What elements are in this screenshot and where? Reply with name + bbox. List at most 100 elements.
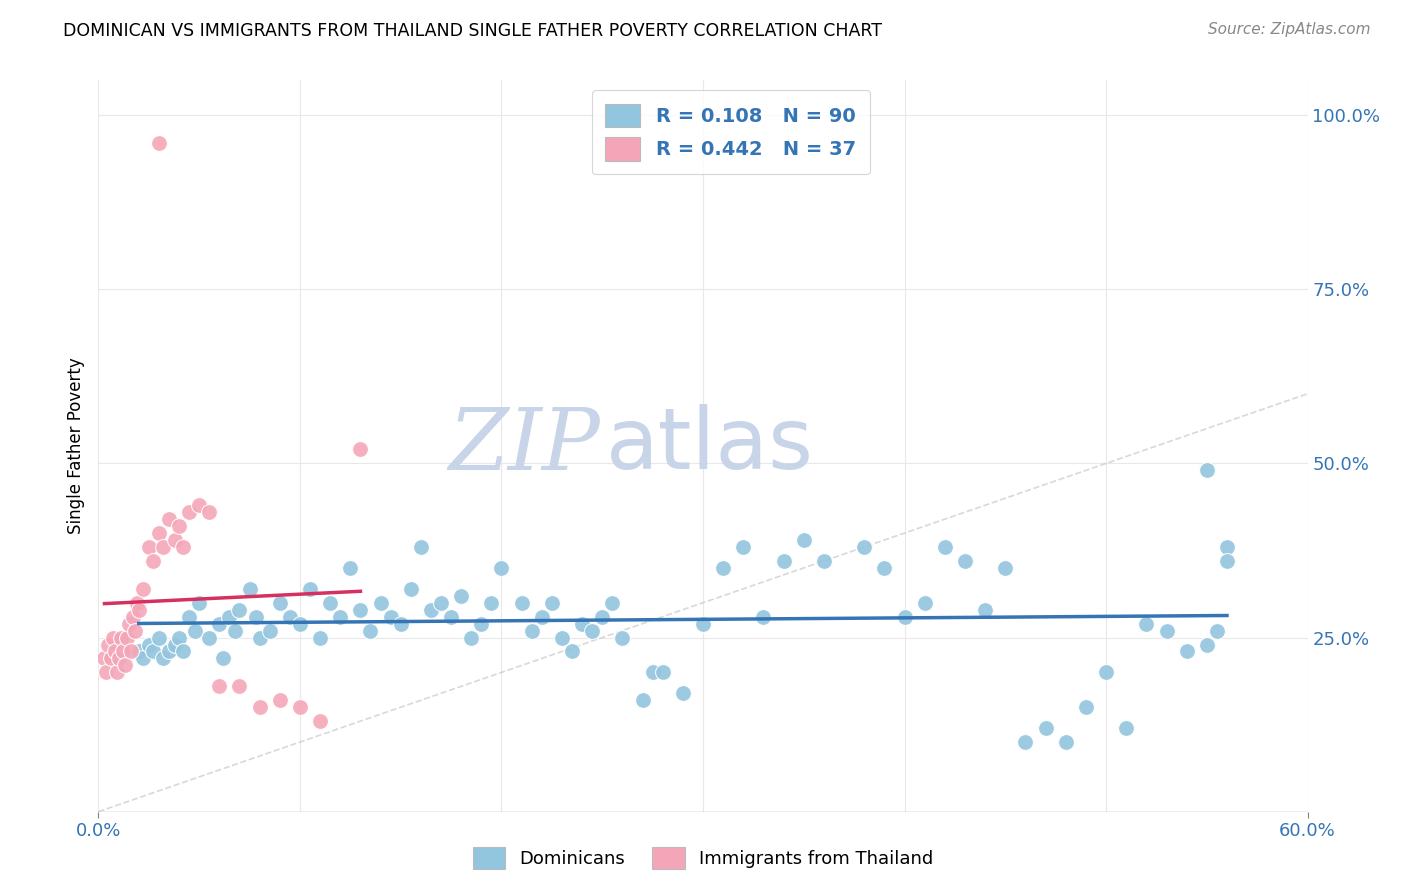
Point: [172, 540, 194, 554]
Point: [96, 665, 118, 680]
Point: [249, 631, 271, 645]
Point: [309, 714, 332, 728]
Point: [1115, 721, 1137, 735]
Point: [1175, 644, 1198, 658]
Point: [105, 665, 128, 680]
Point: [132, 582, 155, 596]
Text: ZIP: ZIP: [449, 405, 600, 487]
Point: [1035, 721, 1057, 735]
Point: [380, 609, 402, 624]
Point: [128, 644, 150, 658]
Point: [591, 609, 613, 624]
Point: [148, 136, 170, 150]
Point: [157, 512, 180, 526]
Point: [1014, 735, 1036, 749]
Point: [107, 651, 129, 665]
Point: [329, 609, 352, 624]
Point: [101, 631, 124, 645]
Point: [399, 582, 422, 596]
Point: [440, 609, 463, 624]
Point: [1216, 540, 1239, 554]
Point: [893, 609, 915, 624]
Point: [631, 693, 654, 707]
Point: [561, 644, 583, 658]
Point: [571, 616, 593, 631]
Point: [612, 631, 634, 645]
Point: [530, 609, 553, 624]
Point: [540, 596, 562, 610]
Point: [138, 540, 160, 554]
Point: [114, 658, 136, 673]
Point: [110, 631, 132, 645]
Point: [179, 609, 201, 624]
Point: [299, 582, 322, 596]
Point: [651, 665, 673, 680]
Point: [349, 442, 371, 457]
Point: [470, 616, 492, 631]
Point: [1216, 554, 1239, 568]
Point: [269, 596, 291, 610]
Text: DOMINICAN VS IMMIGRANTS FROM THAILAND SINGLE FATHER POVERTY CORRELATION CHART: DOMINICAN VS IMMIGRANTS FROM THAILAND SI…: [63, 22, 883, 40]
Point: [1206, 624, 1229, 638]
Point: [339, 561, 361, 575]
Point: [491, 561, 513, 575]
Point: [1195, 463, 1218, 477]
Point: [259, 624, 281, 638]
Point: [430, 596, 453, 610]
Point: [370, 596, 392, 610]
Point: [853, 540, 876, 554]
Point: [208, 616, 231, 631]
Point: [103, 644, 125, 658]
Point: [167, 519, 190, 533]
Point: [319, 596, 342, 610]
Point: [125, 596, 148, 610]
Point: [1156, 624, 1178, 638]
Text: Source: ZipAtlas.com: Source: ZipAtlas.com: [1208, 22, 1371, 37]
Point: [148, 526, 170, 541]
Point: [167, 631, 190, 645]
Point: [148, 631, 170, 645]
Point: [288, 700, 311, 714]
Point: [111, 644, 134, 658]
Point: [994, 561, 1017, 575]
Point: [224, 624, 246, 638]
Point: [212, 651, 235, 665]
Point: [581, 624, 603, 638]
Point: [288, 616, 311, 631]
Point: [208, 679, 231, 693]
Point: [128, 603, 150, 617]
Point: [409, 540, 432, 554]
Point: [1074, 700, 1097, 714]
Point: [120, 644, 142, 658]
Point: [772, 554, 794, 568]
Point: [152, 540, 174, 554]
Point: [278, 609, 301, 624]
Point: [510, 596, 533, 610]
Point: [551, 631, 574, 645]
Legend: Dominicans, Immigrants from Thailand: Dominicans, Immigrants from Thailand: [464, 838, 942, 879]
Point: [692, 616, 714, 631]
Point: [711, 561, 734, 575]
Point: [163, 638, 186, 652]
Point: [115, 631, 138, 645]
Point: [953, 554, 976, 568]
Point: [450, 589, 472, 603]
Point: [934, 540, 956, 554]
Point: [142, 644, 165, 658]
Point: [228, 679, 250, 693]
Point: [179, 505, 201, 519]
Point: [1054, 735, 1077, 749]
Point: [218, 609, 240, 624]
Point: [93, 651, 115, 665]
Point: [460, 631, 482, 645]
Point: [245, 609, 267, 624]
Point: [793, 533, 815, 547]
Point: [420, 603, 443, 617]
Point: [100, 651, 122, 665]
Point: [1095, 665, 1118, 680]
Point: [142, 554, 165, 568]
Point: [172, 644, 194, 658]
Point: [198, 505, 221, 519]
Point: [118, 616, 141, 631]
Point: [188, 498, 211, 512]
